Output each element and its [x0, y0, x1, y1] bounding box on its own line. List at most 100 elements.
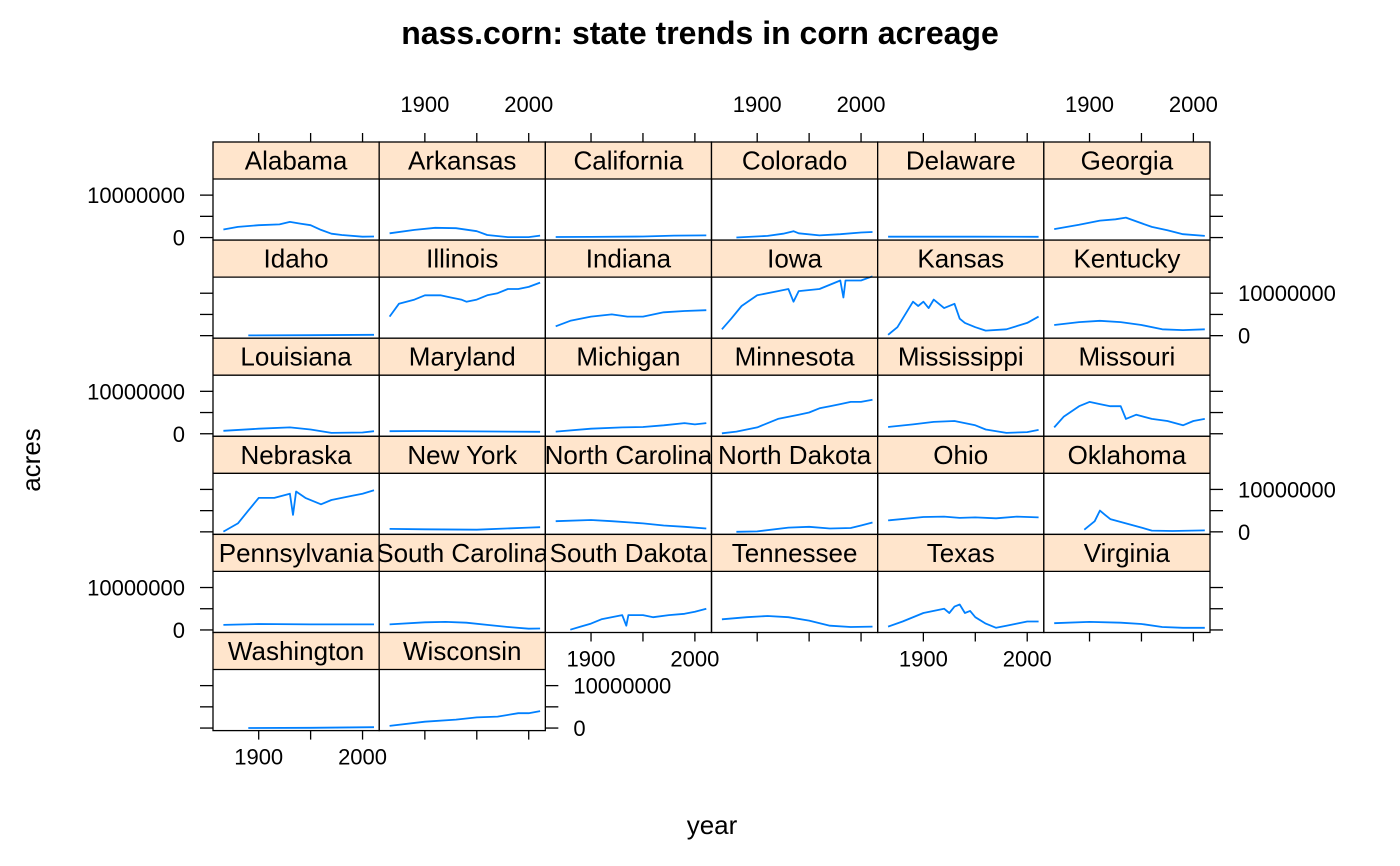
strip-label-louisiana: Louisiana — [240, 342, 352, 372]
strip-georgia — [1043, 142, 1210, 179]
strip-label-iowa: Iowa — [767, 244, 822, 274]
strip-label-colorado: Colorado — [742, 146, 848, 176]
strip-label-ohio: Ohio — [933, 440, 988, 470]
panel-iowa: Iowa — [710, 239, 879, 339]
x-tick-label-top: 2000 — [1169, 92, 1218, 117]
series-line-north-carolina — [555, 519, 707, 530]
series-line-indiana — [555, 309, 707, 328]
series-line-south-dakota — [570, 607, 707, 631]
panel-kansas: Kansas — [877, 239, 1045, 339]
strip-label-north-carolina: North Carolina — [545, 440, 713, 470]
y-axis-title: acres — [16, 428, 46, 492]
x-axis-title: year — [687, 810, 738, 840]
panel-mississippi: Mississippi — [877, 337, 1045, 437]
strip-label-indiana: Indiana — [586, 244, 672, 274]
y-tick-label: 10000000 — [87, 576, 185, 601]
panel-delaware: Delaware — [877, 141, 1045, 241]
strip-label-virginia: Virginia — [1084, 538, 1171, 568]
strip-new-york — [379, 436, 546, 474]
x-tick-label-top: 2000 — [504, 92, 553, 117]
series-line-georgia — [1054, 216, 1205, 237]
series-line-mississippi — [888, 420, 1039, 434]
strip-north-dakota — [711, 436, 878, 474]
panel-arkansas: Arkansas — [378, 141, 546, 241]
strip-south-dakota — [545, 534, 712, 572]
strip-oklahoma — [1043, 436, 1210, 474]
series-line-ohio — [888, 515, 1039, 522]
panel-south-carolina: South Carolina — [378, 533, 546, 634]
strip-label-california: California — [574, 146, 684, 176]
x-tick-label-top: 1900 — [1065, 92, 1114, 117]
chart-title: nass.corn: state trends in corn acreage — [401, 15, 999, 51]
strip-washington — [213, 632, 380, 670]
strip-michigan — [545, 338, 712, 376]
strip-label-delaware: Delaware — [906, 146, 1016, 176]
strip-label-arkansas: Arkansas — [408, 146, 516, 176]
strip-north-carolina — [545, 436, 712, 474]
strip-mississippi — [877, 338, 1044, 376]
strip-label-pennsylvania: Pennsylvania — [219, 538, 374, 568]
panel-maryland: Maryland — [378, 337, 546, 437]
series-line-wisconsin — [389, 710, 541, 727]
series-line-north-dakota — [736, 521, 873, 533]
strip-illinois — [379, 240, 546, 278]
strip-minnesota — [711, 338, 878, 376]
x-tick-label-top: 1900 — [400, 92, 449, 117]
series-line-louisiana — [223, 426, 375, 434]
panel-texas: Texas — [877, 533, 1045, 634]
panel-michigan: Michigan — [544, 337, 713, 437]
y-tick-label-right: 0 — [1238, 324, 1250, 349]
x-tick-label-top: 1900 — [733, 92, 782, 117]
strip-label-tennessee: Tennessee — [732, 538, 858, 568]
x-tick-label: 2000 — [1003, 647, 1052, 672]
panel-wisconsin: Wisconsin — [378, 631, 546, 732]
panel-oklahoma: Oklahoma — [1043, 435, 1211, 536]
strip-label-michigan: Michigan — [576, 342, 680, 372]
x-tick-label: 1900 — [234, 745, 283, 770]
x-tick-label: 2000 — [338, 745, 387, 770]
strip-label-oklahoma: Oklahoma — [1068, 440, 1187, 470]
y-tick-label: 10000000 — [87, 379, 185, 404]
strip-label-kentucky: Kentucky — [1073, 244, 1180, 274]
y-tick-label: 10000000 — [87, 183, 185, 208]
series-line-washington — [248, 726, 375, 729]
strip-label-nebraska: Nebraska — [240, 440, 352, 470]
y-tick-label: 0 — [173, 226, 185, 251]
series-line-iowa — [721, 275, 873, 330]
strip-label-kansas: Kansas — [917, 244, 1004, 274]
panel-virginia: Virginia — [1043, 533, 1211, 634]
series-line-nebraska — [222, 489, 375, 533]
series-line-virginia — [1054, 621, 1205, 629]
strip-label-texas: Texas — [927, 538, 995, 568]
y-tick-label-right: 10000000 — [1238, 281, 1336, 306]
panel-colorado: Colorado — [710, 141, 879, 241]
panel-frame-virginia — [1043, 533, 1211, 634]
series-line-alabama — [223, 221, 375, 238]
panel-idaho: Idaho — [212, 239, 380, 339]
series-line-oklahoma — [1083, 509, 1205, 532]
series-line-illinois — [388, 281, 541, 318]
strip-kentucky — [1043, 240, 1210, 278]
series-line-arkansas — [389, 226, 541, 238]
strip-indiana — [545, 240, 712, 278]
series-line-maryland — [389, 430, 541, 433]
panel-alabama: Alabama — [212, 141, 380, 241]
panels-group: Alabama Arkansas California Colorado Delawar… — [87, 92, 1336, 770]
y-tick-label-right: 10000000 — [1238, 477, 1336, 502]
strip-pennsylvania — [213, 534, 380, 572]
strip-label-wisconsin: Wisconsin — [403, 636, 521, 666]
panel-tennessee: Tennessee — [710, 533, 879, 634]
series-line-tennessee — [721, 615, 873, 628]
series-line-idaho — [248, 333, 375, 337]
strip-label-illinois: Illinois — [426, 244, 498, 274]
strip-wisconsin — [379, 632, 546, 670]
strip-label-mississippi: Mississippi — [898, 342, 1024, 372]
series-line-texas — [887, 603, 1039, 629]
y-tick-label: 0 — [173, 618, 185, 643]
strip-ohio — [877, 436, 1044, 474]
strip-tennessee — [711, 534, 878, 572]
series-line-new-york — [389, 526, 541, 531]
series-line-kansas — [887, 298, 1040, 336]
strip-virginia — [1043, 534, 1210, 572]
x-tick-label: 2000 — [670, 647, 719, 672]
